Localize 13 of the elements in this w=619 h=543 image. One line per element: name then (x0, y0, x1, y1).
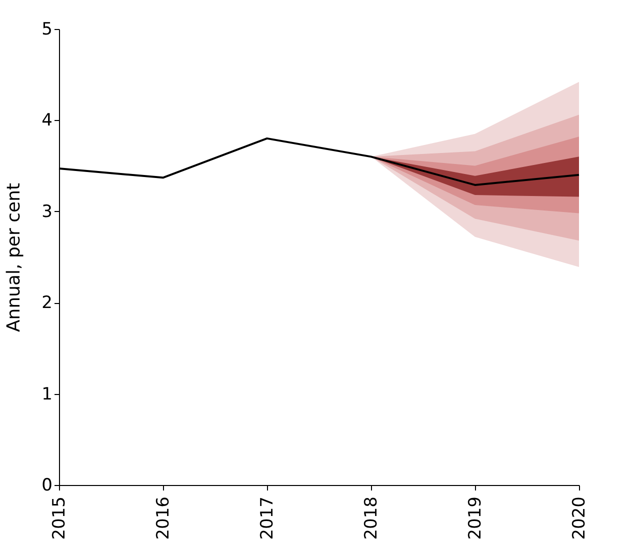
y-tick-label: 1 (42, 384, 52, 404)
y-tick-label: 3 (42, 202, 52, 222)
y-tick-label: 4 (42, 110, 52, 131)
x-tick-label: 2019 (466, 496, 486, 540)
x-tick-label: 2020 (570, 496, 590, 540)
y-tick-label: 2 (42, 293, 52, 314)
x-tick-label: 2016 (154, 496, 174, 540)
x-tick-label: 2017 (258, 496, 278, 540)
y-tick-label: 0 (42, 476, 52, 496)
y-axis-title: Annual, per cent (4, 182, 25, 332)
y-tick-label: 5 (42, 20, 52, 40)
x-tick-label: 2018 (362, 496, 382, 540)
x-tick-label: 2015 (50, 496, 70, 540)
